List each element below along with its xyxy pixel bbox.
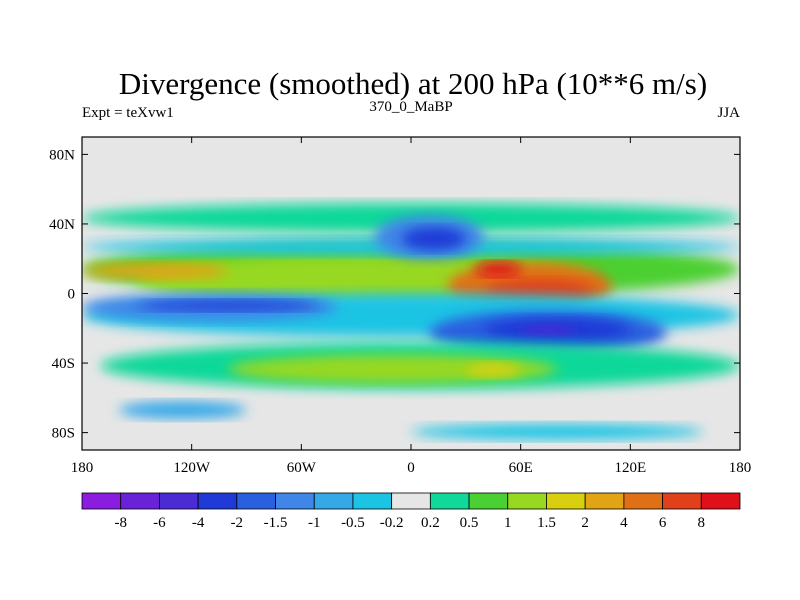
colorbar-box-12 — [546, 492, 586, 510]
colorbar: -8 -6 -4 -2 -1.5 -1 -0.5 -0.2 0.2 0.5 1 1.5 2 4 6 8 — [81, 492, 741, 531]
colorbar-label-3: -2 — [231, 515, 244, 531]
chart-title: Divergence (smoothed) at 200 hPa (10**6 … — [119, 66, 707, 101]
field-region-11 — [520, 324, 576, 336]
y-tick-label-0: 80N — [49, 147, 75, 163]
colorbar-box-6 — [313, 492, 354, 510]
x-tick-label-0: 180 — [71, 460, 94, 476]
colorbar-label-12: 2 — [581, 515, 589, 531]
colorbar-box-16 — [700, 492, 741, 510]
colorbar-label-4: -1.5 — [264, 515, 288, 531]
colorbar-label-8: 0.2 — [421, 515, 440, 531]
colorbar-box-13 — [584, 492, 625, 510]
colorbar-box-2 — [159, 492, 199, 510]
x-tick-label-2: 60W — [287, 460, 317, 476]
field-region-8 — [136, 300, 320, 311]
y-tick-label-2: 0 — [68, 287, 76, 303]
colorbar-box-14 — [623, 492, 663, 510]
field-region-14 — [465, 363, 521, 377]
colorbar-label-5: -1 — [308, 515, 321, 531]
subtitle-left: Expt = teXvw1 — [82, 105, 174, 121]
colorbar-label-13: 4 — [620, 515, 628, 531]
y-tick-label-1: 40N — [49, 217, 75, 233]
colorbar-box-3 — [197, 492, 238, 510]
colorbar-label-14: 6 — [659, 515, 667, 531]
colorbar-label-0: -8 — [114, 515, 127, 531]
x-tick-label-5: 120E — [614, 460, 646, 476]
colorbar-label-11: 1.5 — [537, 515, 556, 531]
y-tick-label-4: 80S — [52, 426, 75, 442]
colorbar-box-4 — [236, 492, 276, 510]
y-tick-label-3: 40S — [52, 356, 75, 372]
field-region-19 — [118, 401, 247, 419]
colorbar-label-1: -6 — [153, 515, 166, 531]
y-axis: 80N 40N 0 40S 80S — [49, 147, 740, 442]
x-tick-label-6: 180 — [729, 460, 752, 476]
x-tick-label-3: 0 — [407, 460, 415, 476]
colorbar-box-5 — [275, 492, 315, 510]
subtitle-right: JJA — [717, 105, 740, 121]
x-axis: 180 120W 60W 0 60E 120E 180 — [71, 137, 752, 476]
field-region-13 — [228, 354, 558, 384]
colorbar-label-6: -0.5 — [341, 515, 365, 531]
colorbar-box-8 — [391, 492, 431, 510]
field-region-18 — [401, 227, 466, 251]
x-tick-label-4: 60E — [509, 460, 533, 476]
divergence-field — [82, 203, 740, 440]
field-region-2 — [82, 262, 229, 280]
colorbar-box-0 — [81, 492, 122, 510]
x-tick-label-1: 120W — [173, 460, 211, 476]
colorbar-box-7 — [352, 492, 393, 510]
colorbar-label-9: 0.5 — [460, 515, 479, 531]
colorbar-label-15: 8 — [698, 515, 706, 531]
colorbar-box-1 — [120, 492, 160, 510]
field-region-20 — [411, 423, 704, 440]
colorbar-box-15 — [662, 492, 702, 510]
field-region-5 — [474, 262, 521, 277]
colorbar-box-9 — [429, 492, 470, 510]
colorbar-label-7: -0.2 — [380, 515, 404, 531]
colorbar-label-2: -4 — [192, 515, 205, 531]
colorbar-label-10: 1 — [504, 515, 512, 531]
colorbar-box-11 — [507, 492, 547, 510]
colorbar-box-10 — [468, 492, 509, 510]
subtitle-center: 370_0_MaBP — [369, 99, 452, 115]
